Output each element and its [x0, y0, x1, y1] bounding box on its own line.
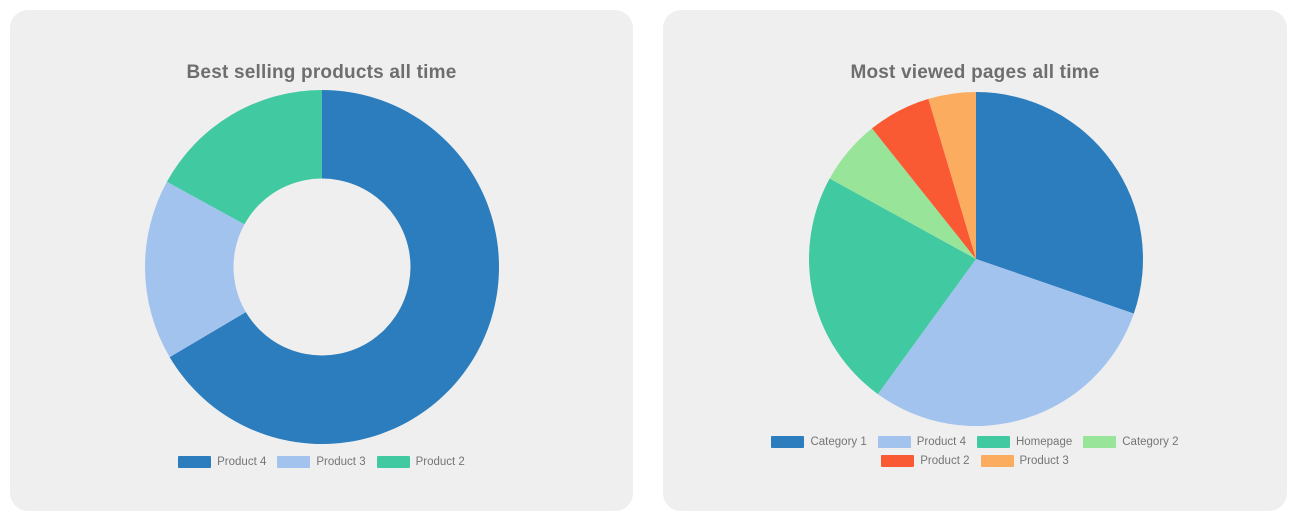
pie-slice-homepage[interactable]: [809, 178, 976, 395]
pie-slice-category-2[interactable]: [829, 128, 976, 259]
legend-swatch-icon: [976, 435, 1010, 448]
chart-title: Most viewed pages all time: [850, 62, 1100, 83]
legend-item-product-3[interactable]: Product 3: [277, 455, 366, 468]
legend-swatch-icon: [881, 454, 915, 467]
pie-slice-product-3[interactable]: [145, 181, 322, 358]
chart-card-most-viewed-pages: Most viewed pages all time Category 1 Pro…: [663, 10, 1287, 511]
pie-slice-product-3[interactable]: [928, 92, 976, 259]
legend-label: Product 4: [916, 435, 966, 448]
pie-slice-product-4[interactable]: [877, 259, 1134, 427]
legend-swatch-icon: [877, 435, 911, 448]
chart-legend: Product 4 Product 3 Product 2: [10, 452, 633, 471]
legend-swatch-icon: [980, 454, 1014, 467]
pie-slice-category-1[interactable]: [976, 92, 1143, 314]
legend-swatch-icon: [376, 455, 410, 468]
legend-item-homepage[interactable]: Homepage: [976, 435, 1073, 448]
legend-item-product-2[interactable]: Product 2: [376, 455, 465, 468]
legend-row: Category 1 Product 4 Homepage Category 2: [771, 432, 1179, 451]
doughnut-hole: [233, 178, 411, 356]
legend-item-category-2[interactable]: Category 2: [1083, 435, 1179, 448]
legend-item-product-4[interactable]: Product 4: [877, 435, 966, 448]
chart-title: Best selling products all time: [186, 62, 457, 83]
legend-label: Product 3: [316, 455, 366, 468]
legend-label: Product 2: [415, 455, 465, 468]
legend-label: Product 3: [1019, 454, 1069, 467]
legend-label: Product 2: [920, 454, 970, 467]
chart-card-best-selling-products: Best selling products all time Product 4…: [10, 10, 633, 511]
legend-row: Product 4 Product 3 Product 2: [178, 452, 465, 471]
legend-row: Product 2 Product 3: [881, 451, 1069, 470]
legend-label: Category 1: [810, 435, 867, 448]
legend-swatch-icon: [1083, 435, 1117, 448]
legend-item-product-4[interactable]: Product 4: [178, 455, 267, 468]
legend-swatch-icon: [277, 455, 311, 468]
pie-slice-product-2[interactable]: [871, 98, 976, 259]
legend-item-product-3[interactable]: Product 3: [980, 454, 1069, 467]
legend-label: Product 4: [217, 455, 267, 468]
legend-item-category-1[interactable]: Category 1: [771, 435, 867, 448]
legend-swatch-icon: [771, 435, 805, 448]
pie-chart: [809, 92, 1143, 427]
doughnut-chart: [145, 90, 500, 444]
legend-label: Homepage: [1015, 435, 1073, 448]
chart-legend: Category 1 Product 4 Homepage Category 2 Pro…: [663, 432, 1287, 470]
legend-label: Category 2: [1122, 435, 1179, 448]
legend-swatch-icon: [178, 455, 212, 468]
legend-item-product-2[interactable]: Product 2: [881, 454, 970, 467]
